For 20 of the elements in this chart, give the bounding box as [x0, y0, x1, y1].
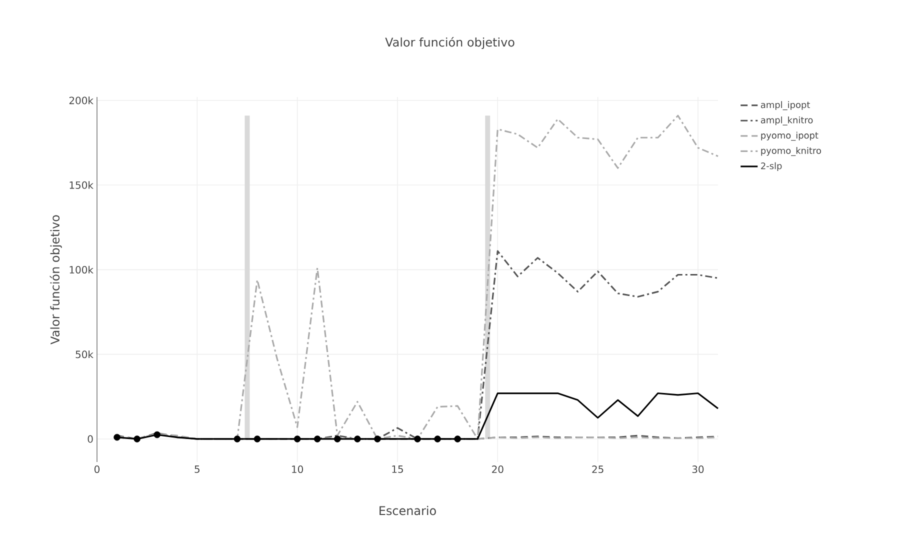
x-tick-label: 10: [292, 466, 304, 474]
y-tick-label: 150k: [70, 181, 94, 189]
legend-label: pyomo_ipopt: [761, 132, 818, 141]
legend-label: ampl_ipopt: [760, 101, 810, 110]
legend-label: pyomo_knitro: [761, 147, 821, 156]
y-tick-label: 50k: [76, 350, 94, 358]
x-axis-title: Escenario: [380, 506, 436, 516]
y-tick-label: 0: [88, 435, 93, 443]
x-tick-label: 15: [392, 466, 403, 473]
x-tick-label: 5: [194, 466, 200, 473]
legend-label: ampl_knitro: [760, 116, 813, 126]
chart-title: Valor función objetivo: [385, 36, 514, 50]
y-tick-label: 100k: [70, 266, 94, 274]
x-tick-label: 0: [94, 466, 100, 474]
x-tick-label: 25: [592, 466, 604, 474]
x-tick-label: 20: [492, 466, 504, 474]
legend-label: 2-slp: [761, 162, 782, 171]
y-axis-title: Valor función objetivo: [50, 215, 62, 344]
y-tick-label: 200k: [69, 96, 94, 104]
x-tick-label: 30: [692, 466, 704, 474]
